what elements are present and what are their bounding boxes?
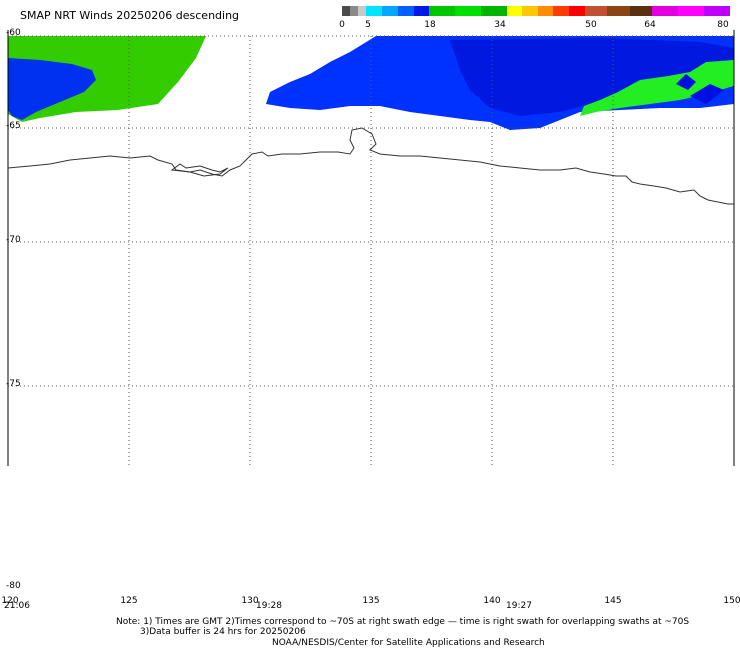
wind-speed-colorbar [342,6,731,16]
coastline-inlet [170,163,229,177]
colorbar-swatch [397,6,415,16]
colorbar-label-80: 80 [717,20,729,30]
colorbar-swatch [382,6,399,16]
colorbar-swatch [522,6,539,16]
colorbar-swatch [342,6,351,16]
lon-label-130: 130 [241,596,259,606]
credit-line: NOAA/NESDIS/Center for Satellite Applica… [272,638,545,648]
lon-label-145: 145 [604,596,622,606]
colorbar-swatch [553,6,570,16]
colorbar-swatch [568,6,585,16]
lon-label-120: 120 [1,596,19,606]
colorbar-label-0: 0 [339,20,345,30]
colorbar-label-50: 50 [585,20,597,30]
graticule [8,35,734,466]
colorbar-swatch [506,6,523,16]
lat-label-60: -60 [6,28,21,38]
colorbar-swatch [537,6,554,16]
colorbar-swatch [455,6,482,16]
lat-label-65: -65 [6,121,21,131]
colorbar-swatch [366,6,383,16]
swath-time-1: 21:06 [4,601,30,611]
colorbar-swatch [413,6,430,16]
colorbar-swatch [607,6,631,16]
swath-time-3: 19:27 [506,601,532,611]
lat-label-75: -75 [6,379,21,389]
colorbar-swatch [584,6,608,16]
lon-label-150: 150 [723,596,740,606]
wind-swath-left [8,36,206,122]
colorbar-swatch [704,6,731,16]
colorbar-label-64: 64 [644,20,656,30]
colorbar-swatch [429,6,456,16]
colorbar-swatch [350,6,359,16]
colorbar-swatch [358,6,367,16]
note-line-2: 3)Data buffer is 24 hrs for 20250206 [140,627,306,637]
colorbar-swatch [629,6,653,16]
note-line-1: Note: 1) Times are GMT 2)Times correspon… [116,617,690,627]
wind-swath-right [266,36,734,130]
lon-label-125: 125 [120,596,138,606]
colorbar-label-5: 5 [365,20,371,30]
colorbar-swatch [481,6,508,16]
colorbar-label-18: 18 [424,20,436,30]
lon-label-135: 135 [362,596,380,606]
map-title: SMAP NRT Winds 20250206 descending [20,9,240,22]
colorbar-swatch [652,6,679,16]
lon-label-140: 140 [483,596,501,606]
lat-label-80: -80 [6,581,21,591]
colorbar-swatch [678,6,705,16]
lat-label-70: -70 [6,235,21,245]
swath-time-2: 19:28 [256,601,282,611]
colorbar-label-34: 34 [494,20,506,30]
